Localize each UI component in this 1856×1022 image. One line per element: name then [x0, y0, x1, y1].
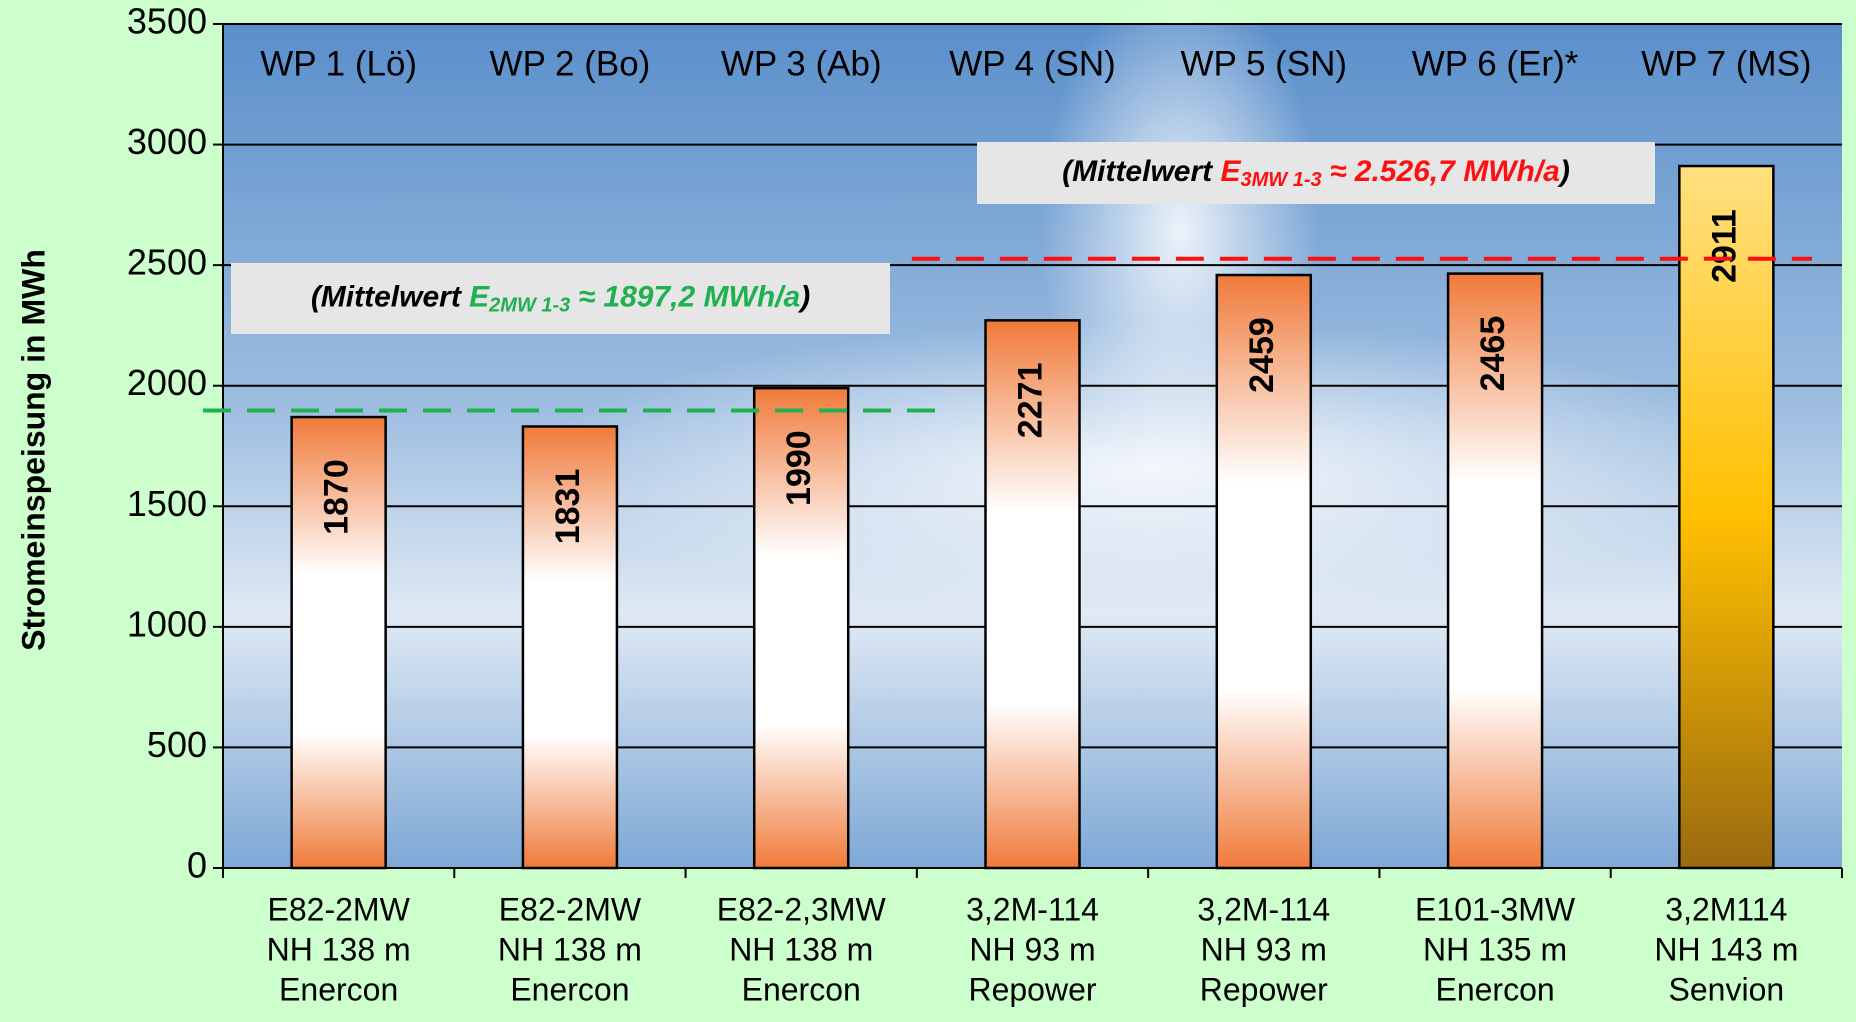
- site-label: WP 6 (Er)*: [1412, 44, 1579, 83]
- page: {"chart_data": { "type": "bar", "y_label…: [0, 0, 1856, 1017]
- x-tick-label: NH 135 m: [1423, 931, 1567, 967]
- x-tick-label: Senvion: [1669, 971, 1785, 1007]
- x-tick-label: 3,2M114: [1665, 891, 1787, 927]
- value-label: 2271: [1011, 363, 1049, 439]
- site-label: WP 1 (Lö): [260, 44, 417, 83]
- annotation-part: E: [469, 280, 490, 313]
- y-tick-label: 3000: [127, 121, 207, 162]
- annotation-part: E: [1220, 155, 1241, 188]
- x-tick-label: E82-2MW: [268, 891, 411, 927]
- x-tick-label: Repower: [968, 971, 1096, 1007]
- x-tick-label: Repower: [1200, 971, 1328, 1007]
- x-tick-label: Enercon: [279, 971, 398, 1007]
- y-tick-label: 1500: [127, 483, 207, 524]
- value-label: 1990: [780, 430, 818, 506]
- x-tick-label: Enercon: [742, 971, 861, 1007]
- annotation-part: ≈ 2.526,7 MWh/a: [1322, 155, 1560, 188]
- site-label: WP 3 (Ab): [721, 44, 882, 83]
- value-label: 2465: [1474, 316, 1512, 392]
- site-label: WP 4 (SN): [949, 44, 1116, 83]
- value-label: 2911: [1705, 209, 1743, 283]
- y-tick-label: 1000: [127, 603, 207, 644]
- y-tick-label: 2500: [127, 242, 207, 283]
- annotation-part: 3MW 1-3: [1241, 169, 1322, 191]
- x-tick-label: NH 138 m: [729, 931, 873, 967]
- chart: Stromeinspeisung in MWh 0 500 1000 1500 2000…: [0, 0, 1856, 1017]
- x-tick-label: Enercon: [1435, 971, 1554, 1007]
- site-label: WP 7 (MS): [1641, 44, 1811, 83]
- value-label: 1831: [549, 469, 587, 545]
- annotation-part: ≈ 1897,2 MWh/a: [570, 280, 800, 313]
- site-label: WP 5 (SN): [1180, 44, 1347, 83]
- x-tick-label: NH 93 m: [1201, 931, 1327, 967]
- y-tick-label: 3500: [127, 1, 207, 42]
- x-tick-label: E101-3MW: [1415, 891, 1576, 927]
- annotation-part: (Mittelwert: [1062, 155, 1220, 188]
- x-tick-label: 3,2M-114: [1197, 891, 1330, 927]
- x-tick-label: NH 93 m: [969, 931, 1095, 967]
- y-tick-label: 500: [147, 724, 207, 765]
- x-tick-label: Enercon: [510, 971, 629, 1007]
- x-tick-label: E82-2,3MW: [717, 891, 887, 927]
- annotation-part: 2MW 1-3: [488, 295, 570, 317]
- x-tick-label: NH 143 m: [1654, 931, 1798, 967]
- x-tick-label: E82-2MW: [499, 891, 642, 927]
- x-tick-label: 3,2M-114: [966, 891, 1099, 927]
- x-tick-label: NH 138 m: [267, 931, 411, 967]
- y-axis-label: Stromeinspeisung in MWh: [15, 249, 51, 651]
- y-tick-label: 2000: [127, 362, 207, 403]
- annotation-part: (Mittelwert: [311, 280, 469, 313]
- y-tick-label: 0: [187, 845, 207, 886]
- x-tick-label: NH 138 m: [498, 931, 642, 967]
- site-label: WP 2 (Bo): [490, 44, 651, 83]
- value-label: 2459: [1243, 317, 1281, 393]
- value-label: 1870: [318, 459, 356, 535]
